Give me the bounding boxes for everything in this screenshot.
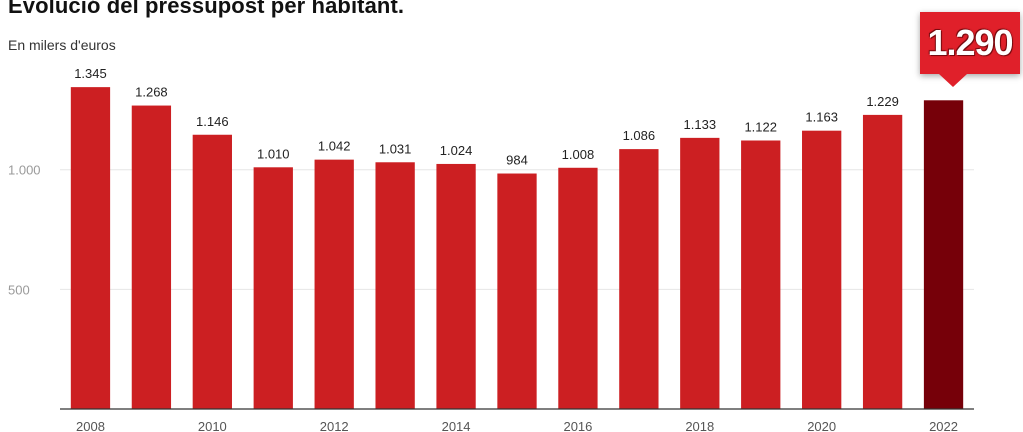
bar: [558, 167, 598, 409]
bar: [741, 140, 781, 410]
chart-subtitle: En milers d'euros: [8, 37, 116, 53]
x-tick-label: 2018: [685, 419, 714, 432]
data-label: 1.229: [866, 94, 899, 109]
callout-value: 1.290: [927, 22, 1013, 63]
highlight-callout: 1.290: [920, 12, 1020, 74]
bar: [131, 105, 172, 410]
bar: [192, 134, 232, 409]
bar: [497, 173, 537, 409]
data-label: 1.345: [74, 66, 107, 81]
axes: 500 1.000 2008 2010 2012 2014 2016 2018 2020 2022: [8, 163, 974, 432]
data-label: 1.146: [196, 114, 229, 129]
x-tick-label: 2008: [76, 419, 105, 432]
data-label: 1.086: [623, 128, 656, 143]
callout-pointer: [939, 74, 967, 87]
bar: [375, 162, 415, 409]
bar: [70, 87, 111, 409]
data-label: 1.042: [318, 139, 351, 154]
data-label: 1.010: [257, 146, 290, 161]
x-tick-label: 2014: [442, 419, 471, 432]
data-label: 1.024: [440, 143, 473, 158]
data-label: 1.133: [684, 117, 717, 132]
data-label: 1.122: [744, 119, 777, 134]
chart-title: Evolució del pressupost per habitant.: [8, 0, 405, 18]
data-label: 984: [506, 153, 528, 168]
bar: [619, 149, 659, 410]
value-labels: 1.345 1.268 1.146 1.010 1.042 1.031 1.024 984 1.…: [74, 66, 899, 167]
y-tick-label: 1.000: [8, 163, 41, 178]
x-tick-label: 2012: [320, 419, 349, 432]
bar: [923, 100, 964, 409]
data-label: 1.031: [379, 141, 412, 156]
y-tick-label: 500: [8, 282, 30, 297]
bar: [253, 167, 293, 409]
bar: [314, 159, 354, 409]
bar: [802, 130, 842, 409]
x-tick-label: 2010: [198, 419, 227, 432]
bar: [862, 114, 903, 410]
data-label: 1.008: [562, 147, 595, 162]
x-tick-label: 2020: [807, 419, 836, 432]
data-label: 1.163: [805, 110, 838, 125]
x-tick-label: 2016: [563, 419, 592, 432]
bar: [680, 137, 720, 409]
data-label: 1.268: [135, 85, 168, 100]
bar: [436, 163, 476, 409]
bars: [70, 87, 964, 410]
x-tick-label: 2022: [929, 419, 958, 432]
